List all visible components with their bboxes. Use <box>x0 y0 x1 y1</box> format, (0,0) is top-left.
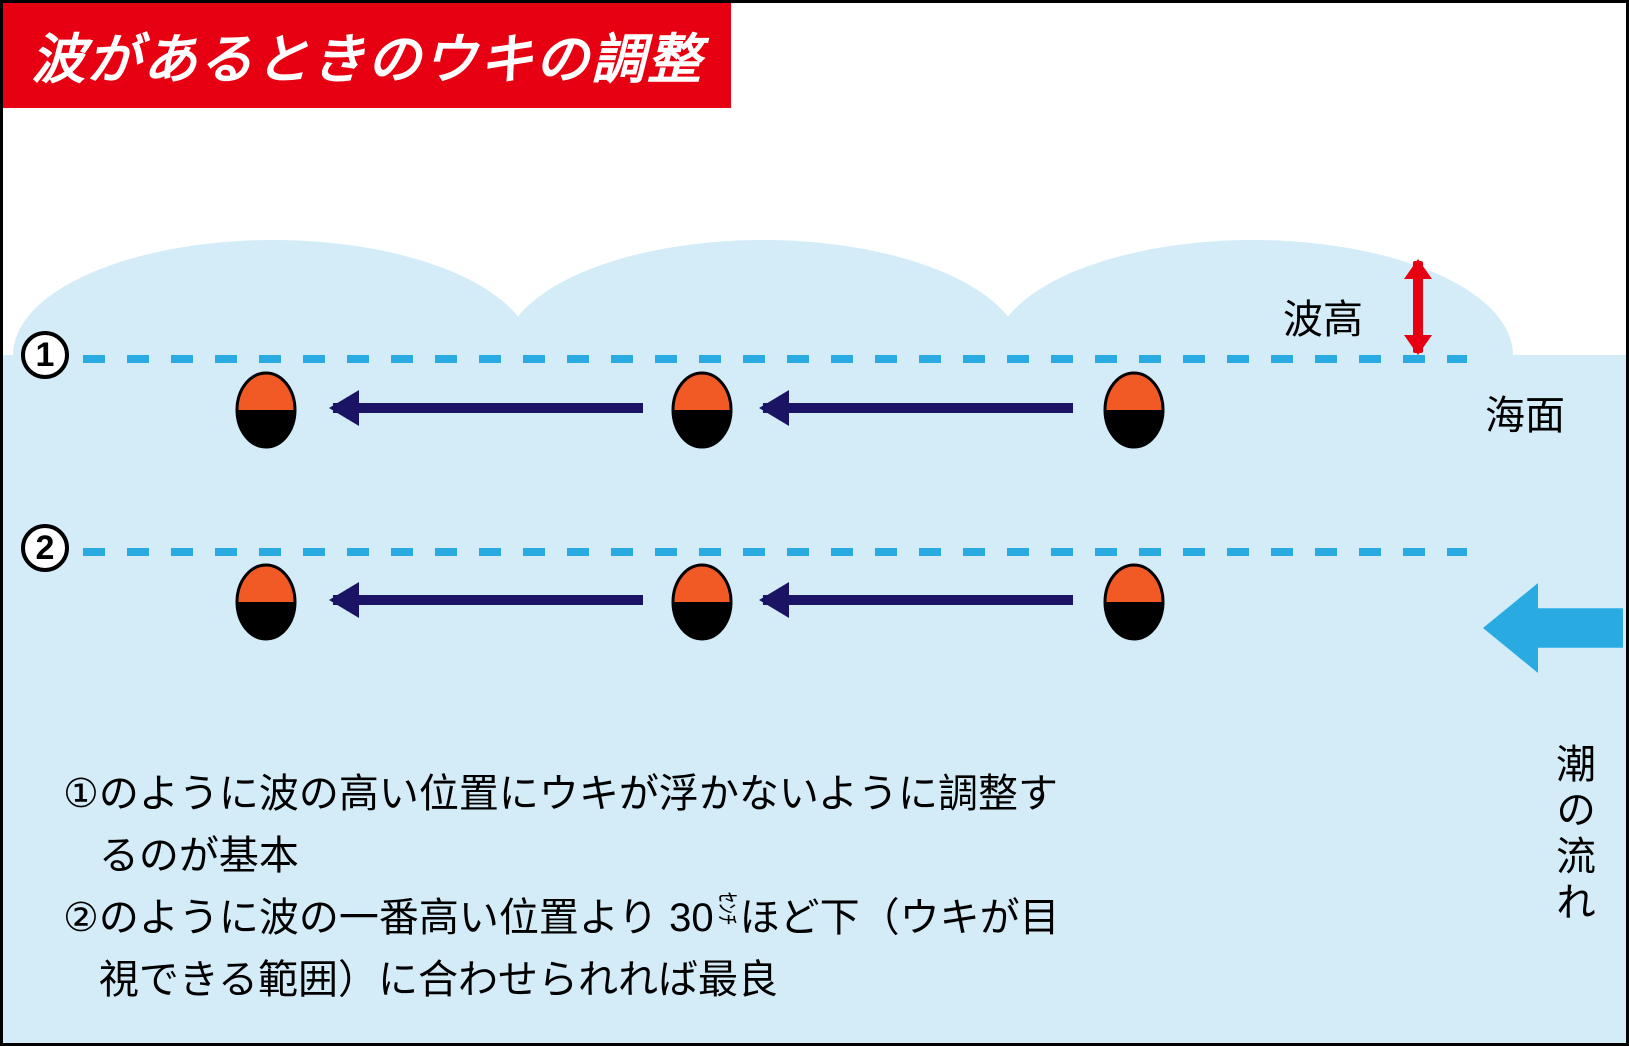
wave-height-label: 波高 <box>1283 287 1363 345</box>
float-icon <box>1103 563 1165 641</box>
float-icon <box>671 563 733 641</box>
wave-crests <box>3 240 1626 355</box>
flow-arrow-icon <box>333 595 643 605</box>
float-icon <box>235 563 297 641</box>
diagram-title: 波があるときのウキの調整 <box>3 3 731 108</box>
dashed-line-1 <box>83 355 1467 363</box>
explain-1-marker: ① <box>63 763 99 887</box>
explain-line-2: ② のように波の一番高い位置より 30ｾﾝﾁほど下（ウキが目 視できる範囲）に合… <box>63 887 1433 1011</box>
diagram-canvas: 波があるときのウキの調整 1 2 波高 海面 潮の流れ <box>0 0 1629 1046</box>
dashed-line-2 <box>83 548 1467 556</box>
wave-crest <box>503 240 1023 355</box>
tide-arrow-icon <box>1483 583 1623 673</box>
tide-flow-label: 潮の流れ <box>1543 743 1601 927</box>
float-icon <box>1103 371 1165 449</box>
marker-2: 2 <box>21 524 69 572</box>
wave-crest <box>993 240 1513 355</box>
title-text: 波があるときのウキの調整 <box>31 30 703 90</box>
flow-arrow-icon <box>333 403 643 413</box>
explain-2-body: のように波の一番高い位置より 30ｾﾝﾁほど下（ウキが目 視できる範囲）に合わせ… <box>99 887 1433 1011</box>
flow-arrow-icon <box>763 595 1073 605</box>
explain-2-marker: ② <box>63 887 99 1011</box>
float-icon <box>671 371 733 449</box>
sea-surface-label: 海面 <box>1485 383 1565 441</box>
float-icon <box>235 371 297 449</box>
unit-cm: ｾﾝﾁ <box>716 892 738 925</box>
wave-height-arrow-icon <box>1413 261 1423 353</box>
explain-1-body: のように波の高い位置にウキが浮かないように調整す るのが基本 <box>99 763 1433 887</box>
explanation-text: ① のように波の高い位置にウキが浮かないように調整す るのが基本 ② のように波… <box>63 763 1433 1011</box>
flow-arrow-icon <box>763 403 1073 413</box>
wave-crest <box>13 240 533 355</box>
explain-line-1: ① のように波の高い位置にウキが浮かないように調整す るのが基本 <box>63 763 1433 887</box>
marker-1: 1 <box>21 331 69 379</box>
